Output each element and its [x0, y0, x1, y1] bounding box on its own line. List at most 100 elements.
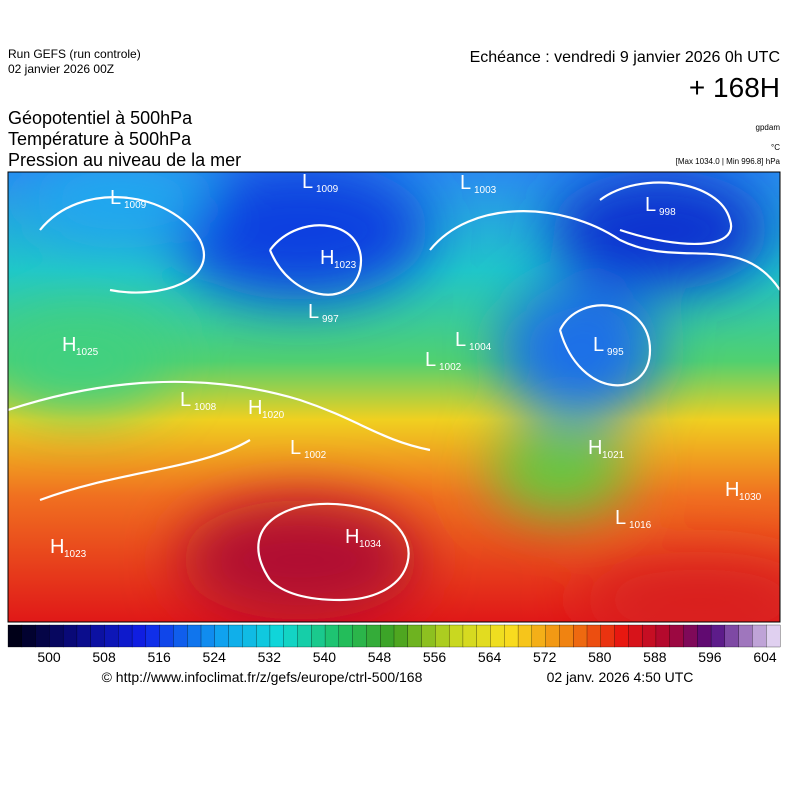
center-value: 1003 [474, 185, 497, 196]
extremes: [Max 1034.0 | Min 996.8] hPa [676, 157, 781, 166]
isobar [429, 210, 780, 291]
colorbar-cell [393, 624, 409, 648]
colorbar-cell [545, 624, 560, 648]
colorbar-cell [90, 624, 105, 648]
colorbar-tick-label: 548 [368, 649, 392, 665]
colorbar-cell [669, 624, 684, 648]
colorbar-cell [131, 624, 147, 648]
center-kind: L [615, 507, 626, 529]
center-kind: L [180, 389, 191, 411]
legend-line: Géopotentiel à 500hPa [8, 108, 193, 128]
center-kind: H [248, 397, 262, 419]
colorbar-cell [490, 624, 505, 648]
colorbar-cell [255, 624, 271, 648]
colorbar-cell [600, 624, 616, 648]
colorbar-cell [228, 624, 243, 648]
colorbar-cell [766, 624, 781, 648]
colorbar-cell [159, 624, 174, 648]
colorbar-cell [173, 624, 188, 648]
colorbar-tick-label: 596 [698, 649, 722, 665]
colorbar-cell [214, 624, 230, 648]
center-value: 1009 [316, 184, 339, 195]
center-value: 1004 [469, 342, 492, 353]
colorbar-cell [200, 624, 216, 648]
center-kind: H [320, 247, 334, 269]
colorbar-tick-label: 524 [203, 649, 227, 665]
center-value: 997 [322, 314, 339, 325]
colorbar-cell [738, 624, 753, 648]
unit: °C [771, 143, 780, 152]
colorbar-cell [104, 624, 119, 648]
colorbar-cell [683, 624, 698, 648]
center-value: 1009 [124, 200, 147, 211]
center-value: 998 [659, 207, 676, 218]
colorbar-cell [421, 624, 436, 648]
isobar [257, 502, 410, 602]
center-kind: L [460, 172, 471, 194]
legend-line: Pression au niveau de la mer [8, 150, 241, 170]
colorbar-tick-label: 540 [313, 649, 337, 665]
colorbar-cell [49, 624, 64, 648]
run-label: Run GEFS (run controle) [8, 47, 141, 61]
colorbar-cell [35, 624, 50, 648]
center-value: 1020 [262, 410, 285, 421]
colorbar-tick-label: 588 [643, 649, 667, 665]
colorbar-cell [338, 624, 354, 648]
colorbar-cell [407, 624, 423, 648]
colorbar-tick-label: 508 [92, 649, 116, 665]
center-kind: L [290, 437, 301, 459]
center-kind: L [455, 329, 466, 351]
colorbar-cell [476, 624, 491, 648]
colorbar-cell [641, 624, 657, 648]
isobar [39, 196, 205, 294]
isobar [268, 224, 363, 296]
source: © http://www.infoclimat.fr/z/gefs/europe… [102, 669, 423, 685]
lead-time: + 168H [689, 72, 780, 103]
center-value: 1034 [359, 539, 382, 550]
center-kind: L [425, 349, 436, 371]
colorbar-tick-label: 580 [588, 649, 612, 665]
center-value: 995 [607, 347, 624, 358]
run-date: 02 janvier 2026 00Z [8, 62, 114, 76]
colorbar-tick-label: 556 [423, 649, 447, 665]
map-frame [7, 171, 781, 623]
colorbar-cell [352, 624, 367, 648]
center-value: 1008 [194, 402, 217, 413]
colorbar-cell [380, 624, 395, 648]
colorbar-cell [21, 624, 37, 648]
center-value: 1021 [602, 450, 625, 461]
isobar [599, 181, 733, 246]
isobar [39, 439, 251, 502]
unit: gpdam [756, 123, 781, 132]
colorbar-cell [614, 624, 629, 648]
colorbar-cell [504, 624, 519, 648]
colorbar-cell [573, 624, 588, 648]
colorbar-cell [697, 624, 712, 648]
colorbar-cell [269, 624, 285, 648]
colorbar-cell [448, 624, 464, 648]
center-kind: H [50, 536, 64, 558]
colorbar-cell [242, 624, 257, 648]
colorbar-tick-label: 516 [147, 649, 171, 665]
colorbar-cell [435, 624, 450, 648]
colorbar-tick-label: 500 [37, 649, 61, 665]
colorbar-cell [628, 624, 643, 648]
colorbar-cell [76, 624, 92, 648]
center-kind: H [588, 437, 602, 459]
colorbar-tick-label: 564 [478, 649, 502, 665]
colorbar-cell [366, 624, 381, 648]
center-kind: L [302, 171, 313, 193]
center-value: 1025 [76, 347, 99, 358]
center-kind: L [593, 334, 604, 356]
valid-time: Echéance : vendredi 9 janvier 2026 0h UT… [470, 49, 780, 66]
colorbar-cell [586, 624, 602, 648]
colorbar-cell [62, 624, 78, 648]
isobar [558, 304, 652, 387]
colorbar-cell [283, 624, 298, 648]
colorbar-cell [531, 624, 547, 648]
center-value: 1023 [64, 549, 87, 560]
isobar [8, 380, 431, 452]
center-value: 1016 [629, 520, 652, 531]
map-field [8, 172, 780, 622]
